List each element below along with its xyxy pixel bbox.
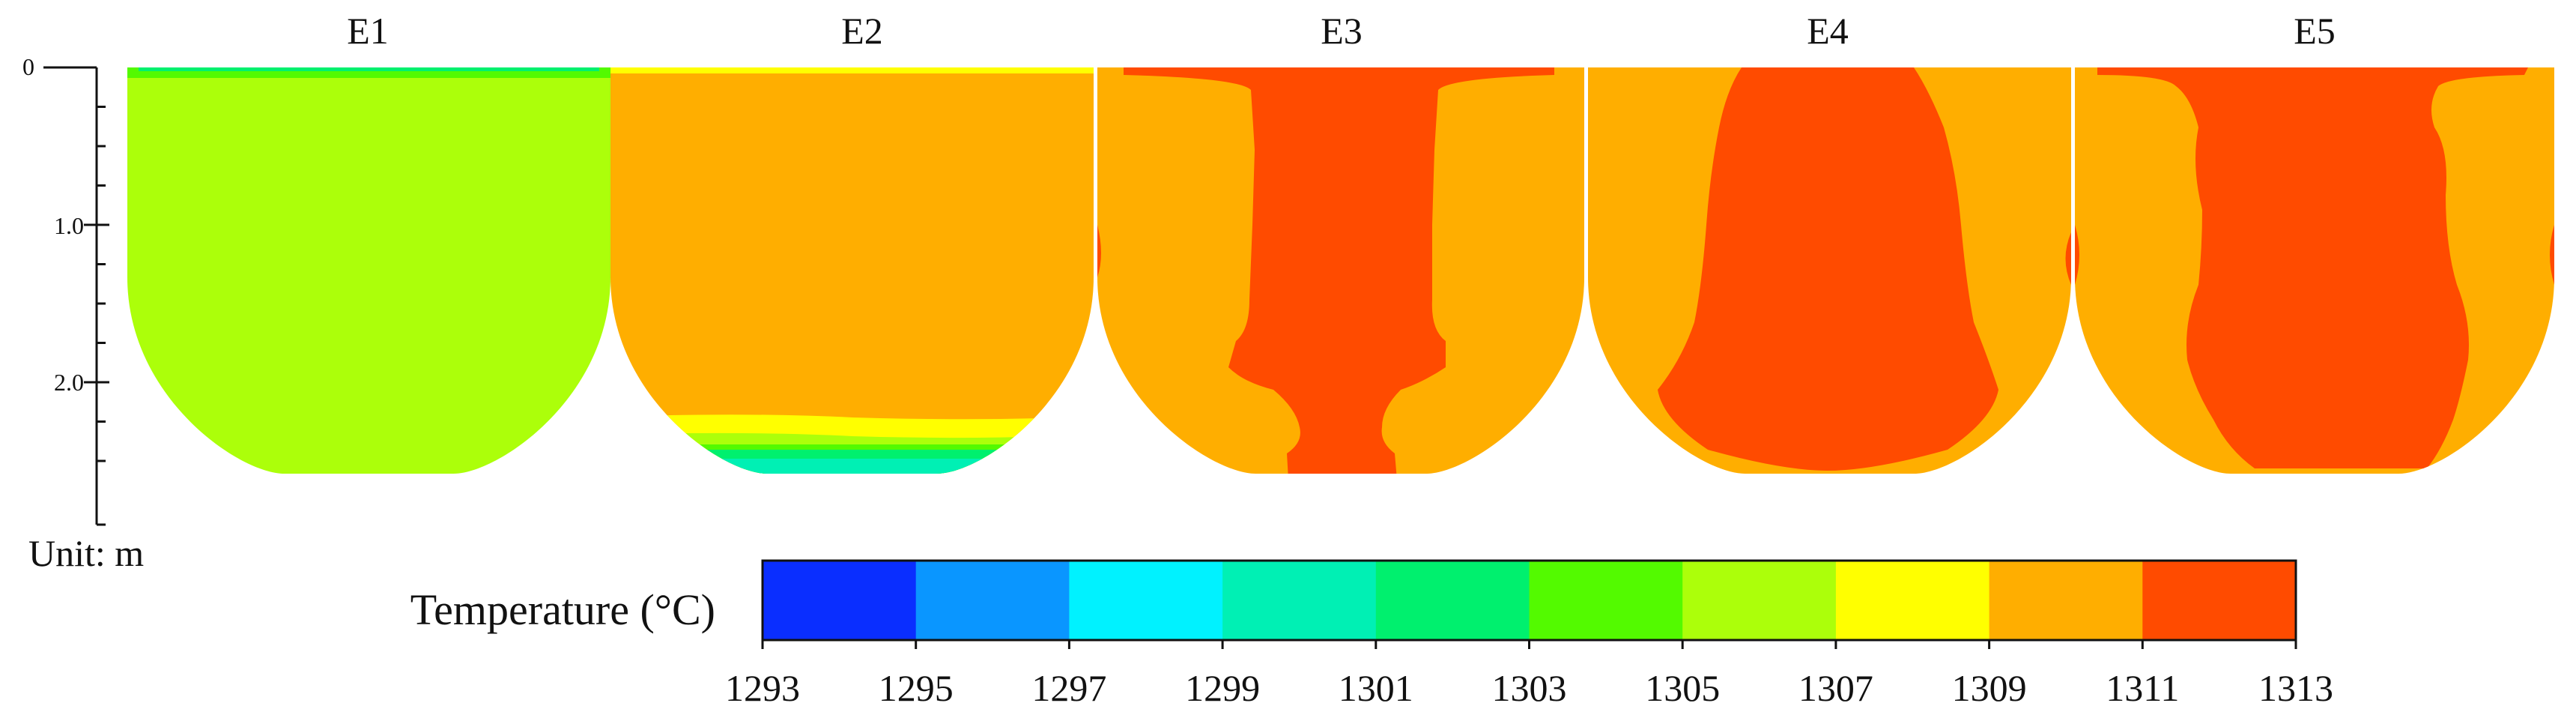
colorbar-cell-1303 bbox=[1529, 561, 1683, 640]
depth-axis: 0 1.0 2.0 Unit: m bbox=[22, 53, 144, 574]
region-1311-right-edge bbox=[2065, 232, 2071, 285]
colorbar-cell-1309 bbox=[1989, 561, 2143, 640]
region-1311-core bbox=[2097, 67, 2528, 468]
colorbar-cell-1297 bbox=[1069, 561, 1223, 640]
colorbar-tick-labels: 1293 1295 1297 1299 1301 1303 1305 1307 1309 1311… bbox=[725, 640, 2333, 709]
colorbar-tick-label: 1313 bbox=[2258, 667, 2333, 709]
panel-title-e5: E5 bbox=[2294, 10, 2336, 52]
region-1311-core bbox=[1124, 67, 1554, 474]
colorbar-title: Temperature (°C) bbox=[410, 585, 715, 634]
colorbar-tick-label: 1311 bbox=[2106, 667, 2179, 709]
colorbar-cells bbox=[763, 561, 2297, 640]
region-1311-left-edge bbox=[2075, 225, 2079, 285]
region-1301-top bbox=[139, 67, 599, 71]
colorbar-tick-label: 1293 bbox=[725, 667, 800, 709]
colorbar-tick-label: 1303 bbox=[1492, 667, 1567, 709]
region-1307-top bbox=[610, 67, 1094, 73]
contour-panel-e4 bbox=[1588, 67, 2071, 474]
contour-panel-e2 bbox=[610, 67, 1094, 474]
region-1311-left-edge bbox=[1097, 225, 1101, 277]
depth-tick-label-0: 0 bbox=[22, 53, 34, 80]
contour-panel-e1 bbox=[127, 67, 610, 474]
panel-title-e3: E3 bbox=[1321, 10, 1363, 52]
colorbar-tick-label: 1305 bbox=[1645, 667, 1720, 709]
panel-title-e2: E2 bbox=[841, 10, 883, 52]
region-1311-core bbox=[1658, 67, 1998, 471]
colorbar-cell-1293 bbox=[763, 561, 917, 640]
colorbar-tick-label: 1301 bbox=[1339, 667, 1413, 709]
colorbar-tick-label: 1299 bbox=[1185, 667, 1260, 709]
depth-tick-label-1: 1.0 bbox=[54, 212, 84, 239]
colorbar-cell-1301 bbox=[1375, 561, 1530, 640]
colorbar-cell-1311 bbox=[2142, 561, 2297, 640]
colorbar-cell-1299 bbox=[1222, 561, 1377, 640]
colorbar: Temperature (°C) 1293 1295 1297 1299 1301 130… bbox=[410, 559, 2333, 709]
region-1311-right-edge bbox=[2550, 225, 2554, 285]
region-1299-bottom bbox=[610, 459, 1094, 474]
panel-title-e4: E4 bbox=[1807, 10, 1849, 52]
colorbar-cell-1305 bbox=[1682, 561, 1837, 640]
colorbar-tick-label: 1309 bbox=[1952, 667, 2027, 709]
colorbar-tick-label: 1297 bbox=[1031, 667, 1106, 709]
unit-label: Unit: m bbox=[28, 532, 144, 574]
colorbar-cell-1307 bbox=[1835, 561, 1990, 640]
colorbar-cell-1295 bbox=[915, 561, 1070, 640]
colorbar-tick-label: 1307 bbox=[1798, 667, 1873, 709]
depth-tick-label-2: 2.0 bbox=[54, 369, 84, 396]
colorbar-tick-label: 1295 bbox=[879, 667, 954, 709]
region-1305 bbox=[127, 67, 610, 474]
panel-title-e1: E1 bbox=[347, 10, 389, 52]
depth-axis-minor-ticks bbox=[84, 106, 109, 526]
contour-panel-e5 bbox=[2075, 67, 2554, 474]
region-1309 bbox=[610, 67, 1094, 474]
contour-panel-e3 bbox=[1097, 67, 1584, 474]
